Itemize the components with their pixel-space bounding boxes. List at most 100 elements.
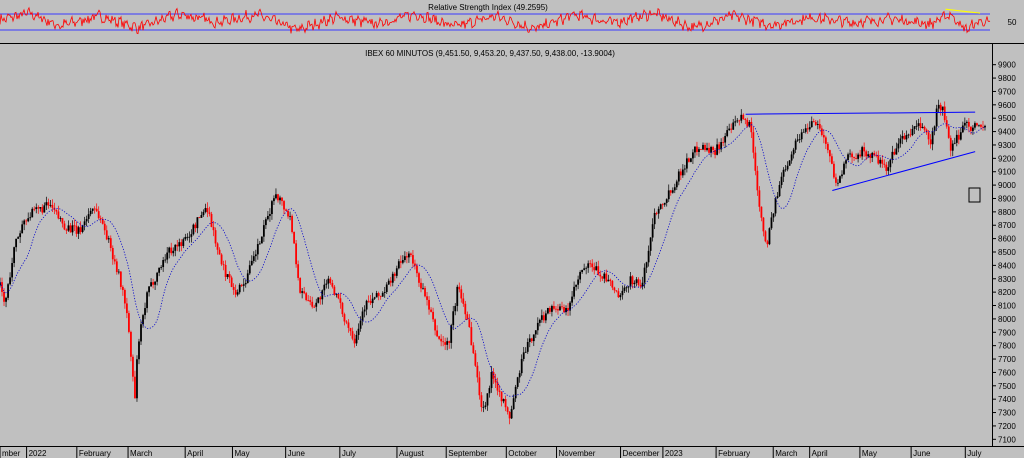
candle: [677, 169, 680, 186]
candle: [949, 135, 952, 157]
candle: [835, 173, 837, 187]
candle: [146, 290, 148, 313]
candle: [935, 104, 938, 132]
price-x-label: April: [187, 449, 203, 458]
price-y-tick-9200: 9200: [998, 154, 1016, 163]
candle: [180, 239, 183, 252]
candle: [774, 196, 777, 217]
candle: [859, 149, 862, 159]
candle: [826, 142, 829, 154]
candle: [500, 391, 503, 407]
candle: [490, 366, 493, 393]
candle: [534, 330, 537, 339]
price-y-tick-7300: 7300: [998, 409, 1016, 418]
candle: [744, 117, 747, 125]
candle: [81, 224, 84, 234]
candle: [984, 124, 986, 131]
candle: [47, 198, 50, 209]
rsi-series: [0, 6, 991, 35]
candle: [29, 212, 32, 221]
candle: [49, 199, 52, 208]
candle: [824, 135, 827, 149]
candle: [299, 277, 302, 294]
candle: [403, 251, 406, 263]
candle: [458, 282, 461, 293]
candle: [619, 293, 622, 301]
candle: [899, 134, 902, 148]
candle: [444, 337, 447, 351]
candle: [694, 146, 696, 158]
candle: [969, 126, 972, 135]
trend-line-1[interactable]: [745, 111, 976, 115]
candle: [226, 274, 229, 280]
candle: [937, 99, 940, 113]
candle: [750, 117, 753, 139]
price-y-tick-7600: 7600: [998, 368, 1016, 377]
candle: [448, 340, 451, 349]
price-moving-average: [0, 123, 986, 397]
candle: [951, 140, 954, 157]
rsi-annotation-line[interactable]: [945, 8, 981, 14]
candle: [130, 330, 132, 362]
candle: [953, 137, 956, 145]
candle: [728, 123, 731, 131]
candle: [208, 206, 211, 217]
candle: [466, 311, 469, 320]
candle: [726, 125, 729, 138]
candle: [166, 247, 169, 264]
candle: [575, 284, 577, 291]
candle: [877, 150, 880, 165]
candle: [430, 307, 432, 313]
candle: [256, 238, 259, 260]
candle: [675, 179, 678, 190]
candle: [923, 125, 926, 133]
candle: [702, 142, 704, 151]
candle: [446, 337, 449, 351]
drawing-marker-box[interactable]: [968, 187, 981, 203]
candle: [301, 288, 304, 299]
candle: [849, 149, 851, 158]
candle: [273, 195, 275, 206]
candle: [508, 411, 511, 425]
candle: [365, 299, 368, 316]
candle: [246, 269, 249, 284]
candle: [816, 120, 819, 130]
candle: [281, 197, 283, 206]
candle: [244, 279, 247, 288]
price-x-label: March: [775, 449, 797, 458]
candle: [389, 276, 392, 287]
candle: [645, 261, 648, 274]
candle: [609, 278, 612, 286]
candle: [202, 209, 205, 217]
candle: [867, 150, 870, 159]
candle: [41, 204, 44, 215]
price-x-label: October: [508, 449, 537, 458]
candle: [87, 208, 90, 223]
candle: [170, 242, 173, 256]
candle: [373, 296, 376, 300]
candle: [168, 246, 171, 259]
candle: [599, 270, 602, 282]
candle: [128, 310, 130, 334]
candle: [327, 275, 330, 289]
candle: [764, 230, 767, 243]
candle: [965, 120, 968, 129]
candle: [710, 145, 712, 158]
trend-line-2[interactable]: [832, 151, 976, 191]
candle: [891, 145, 894, 164]
candle: [488, 385, 491, 398]
candle: [927, 129, 930, 145]
candle: [359, 316, 362, 332]
price-x-label: August: [399, 449, 425, 458]
candle: [353, 333, 356, 348]
candle: [379, 295, 382, 300]
candle: [579, 270, 582, 284]
candle: [528, 334, 531, 348]
candle: [544, 310, 547, 324]
candle: [275, 188, 277, 200]
candle: [559, 303, 561, 311]
candle: [240, 283, 243, 288]
candle: [198, 216, 201, 219]
candle: [649, 237, 652, 256]
candle: [63, 220, 66, 231]
